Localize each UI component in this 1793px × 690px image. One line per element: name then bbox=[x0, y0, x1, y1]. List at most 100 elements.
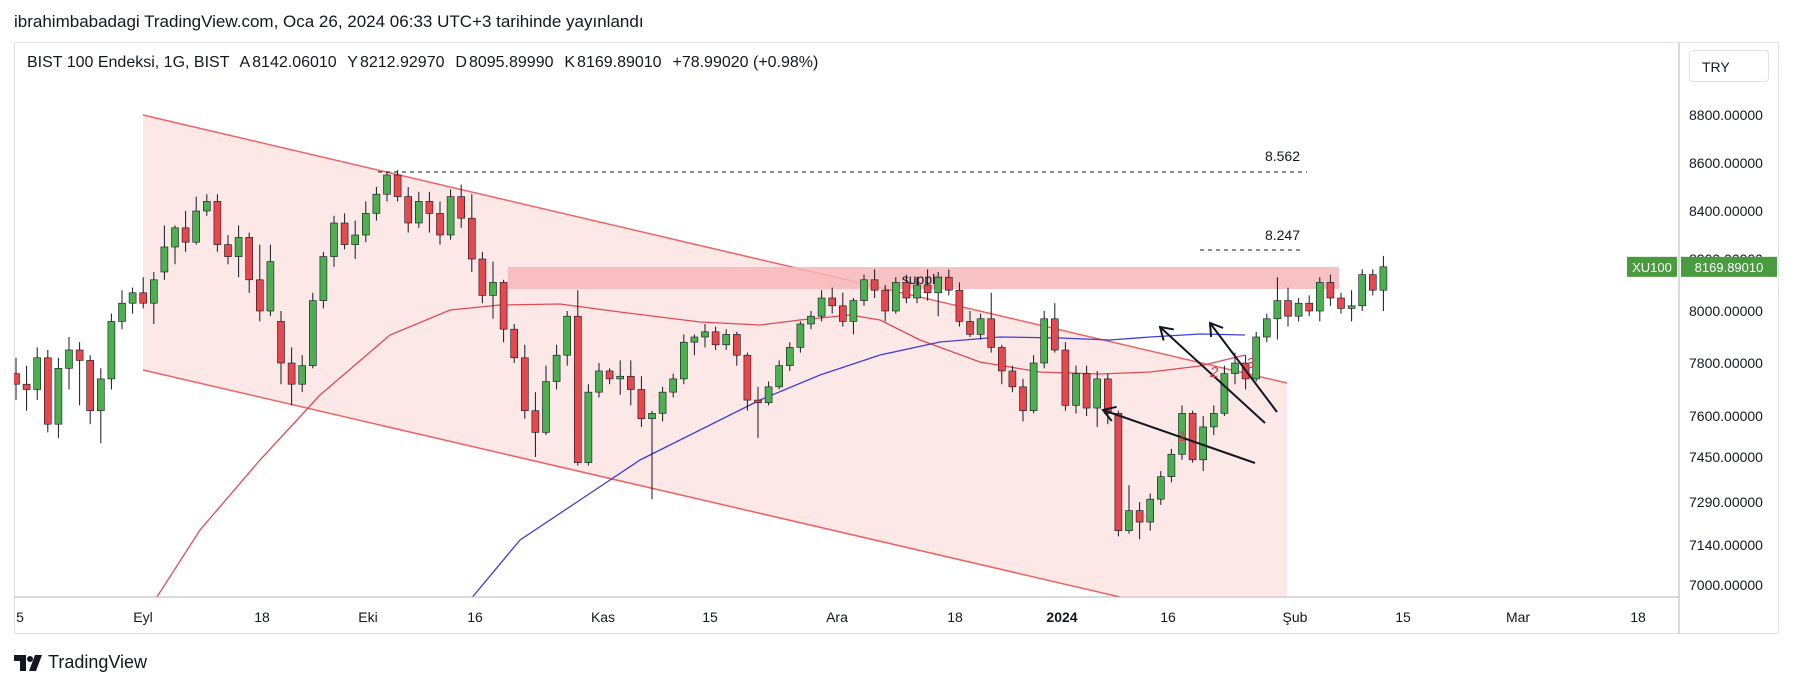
legend-open: 8142.06010 bbox=[252, 54, 337, 71]
x-tick-label: 18 bbox=[1630, 609, 1646, 625]
candle-body bbox=[213, 201, 222, 245]
candle-body bbox=[255, 279, 264, 312]
ma-red-line bbox=[156, 303, 1246, 597]
candle-body bbox=[372, 193, 381, 214]
candle-body bbox=[1379, 266, 1388, 291]
candle-body bbox=[563, 315, 572, 356]
candle-body bbox=[743, 354, 752, 401]
candle-body bbox=[499, 282, 508, 330]
chart-frame bbox=[14, 42, 1779, 634]
candle-body bbox=[817, 297, 826, 317]
level-high-label: 8.562 bbox=[1265, 148, 1300, 164]
candle-body bbox=[1347, 305, 1356, 309]
candle-body bbox=[1210, 413, 1218, 428]
published-caption: ibrahimbabadagi TradingView.com, Oca 26,… bbox=[14, 12, 644, 31]
candle-body bbox=[446, 196, 455, 236]
candle-body bbox=[234, 237, 243, 257]
legend-high: 8212.92970 bbox=[359, 54, 445, 71]
candle-body bbox=[1316, 282, 1324, 312]
candle-body bbox=[1178, 413, 1186, 455]
candle-body bbox=[913, 284, 921, 299]
candle-body bbox=[838, 305, 847, 322]
candle-body bbox=[658, 391, 667, 414]
candle-body bbox=[1358, 274, 1366, 307]
candle-body bbox=[1040, 318, 1048, 364]
candle-body bbox=[298, 365, 307, 385]
x-tick-label: 2024 bbox=[1046, 609, 1077, 625]
x-tick-label: 18 bbox=[254, 609, 270, 625]
candle-body bbox=[1008, 370, 1017, 388]
candle-body bbox=[1294, 302, 1303, 317]
y-tick-label: 7000.00000 bbox=[1689, 577, 1763, 593]
candle-body bbox=[785, 347, 794, 366]
candle-body bbox=[1263, 318, 1271, 338]
arrow-label: 2 bbox=[1209, 364, 1219, 381]
arrow-2 bbox=[1159, 326, 1266, 424]
candle-body bbox=[54, 367, 63, 425]
candle-body bbox=[245, 237, 253, 281]
candle-body bbox=[1157, 476, 1165, 500]
candle-body bbox=[1125, 510, 1133, 531]
candle-body bbox=[425, 201, 434, 214]
candle-body bbox=[224, 244, 232, 257]
candle-body bbox=[552, 354, 561, 382]
candle-body bbox=[679, 341, 688, 380]
candle-body bbox=[584, 391, 593, 463]
candle-body bbox=[97, 378, 105, 411]
x-tick-label: 15 bbox=[702, 609, 718, 625]
candle-body bbox=[923, 284, 932, 294]
legend-low-label: D bbox=[455, 54, 467, 71]
candle-body bbox=[393, 174, 402, 197]
candle-body bbox=[22, 383, 31, 390]
candle-body bbox=[955, 289, 964, 322]
ma-blue-line bbox=[471, 333, 1246, 597]
candle-body bbox=[107, 321, 116, 380]
candle-body bbox=[1220, 373, 1229, 414]
candle-body bbox=[1082, 373, 1091, 409]
y-tick-label: 8600.00000 bbox=[1689, 155, 1763, 171]
last-price-label: 8169.89010 bbox=[1695, 260, 1764, 275]
x-tick-label: Ara bbox=[826, 609, 848, 625]
candle-body bbox=[701, 331, 709, 338]
legend-high-label: Y bbox=[347, 54, 358, 71]
supply-zone bbox=[508, 267, 1339, 289]
channel-fill bbox=[143, 115, 1287, 597]
candle-body bbox=[414, 201, 423, 224]
channel-lower-line bbox=[142, 369, 1121, 597]
legend-close-label: K bbox=[564, 54, 576, 71]
tradingview-logo[interactable]: TradingView bbox=[14, 652, 147, 673]
candle-body bbox=[891, 282, 900, 312]
arrow-2-head bbox=[1158, 325, 1174, 341]
y-tick-label: 7450.00000 bbox=[1689, 449, 1763, 465]
candle-body bbox=[1146, 498, 1154, 523]
candle-body bbox=[849, 300, 858, 322]
last-price-tag bbox=[1681, 256, 1777, 277]
candle-body bbox=[595, 370, 603, 393]
candle-body bbox=[1337, 297, 1345, 309]
arrow-label: 3 bbox=[1246, 355, 1255, 372]
candle-body bbox=[1188, 413, 1197, 461]
candle-body bbox=[1305, 302, 1313, 312]
x-tick-label: 18 bbox=[947, 609, 963, 625]
candle-body bbox=[1284, 300, 1292, 317]
candle-body bbox=[1051, 318, 1059, 351]
candle-body bbox=[75, 349, 84, 361]
y-tick-label: 7800.00000 bbox=[1689, 355, 1763, 371]
candle-body bbox=[181, 227, 190, 243]
candle-body bbox=[436, 213, 444, 236]
legend-open-label: A bbox=[239, 54, 251, 71]
candle-body bbox=[1252, 336, 1260, 380]
candle-body bbox=[520, 357, 529, 411]
candle-body bbox=[1114, 413, 1123, 531]
candle-body bbox=[722, 334, 731, 346]
candle-body bbox=[203, 201, 211, 212]
candle-body bbox=[690, 336, 699, 343]
candle-body bbox=[467, 217, 476, 260]
candle-body bbox=[807, 315, 815, 325]
currency-button[interactable]: TRY bbox=[1689, 50, 1769, 82]
candle-body bbox=[478, 258, 487, 296]
candle-body bbox=[1231, 362, 1239, 374]
candle-body bbox=[711, 331, 720, 346]
x-tick-label: Eyl bbox=[133, 609, 152, 625]
